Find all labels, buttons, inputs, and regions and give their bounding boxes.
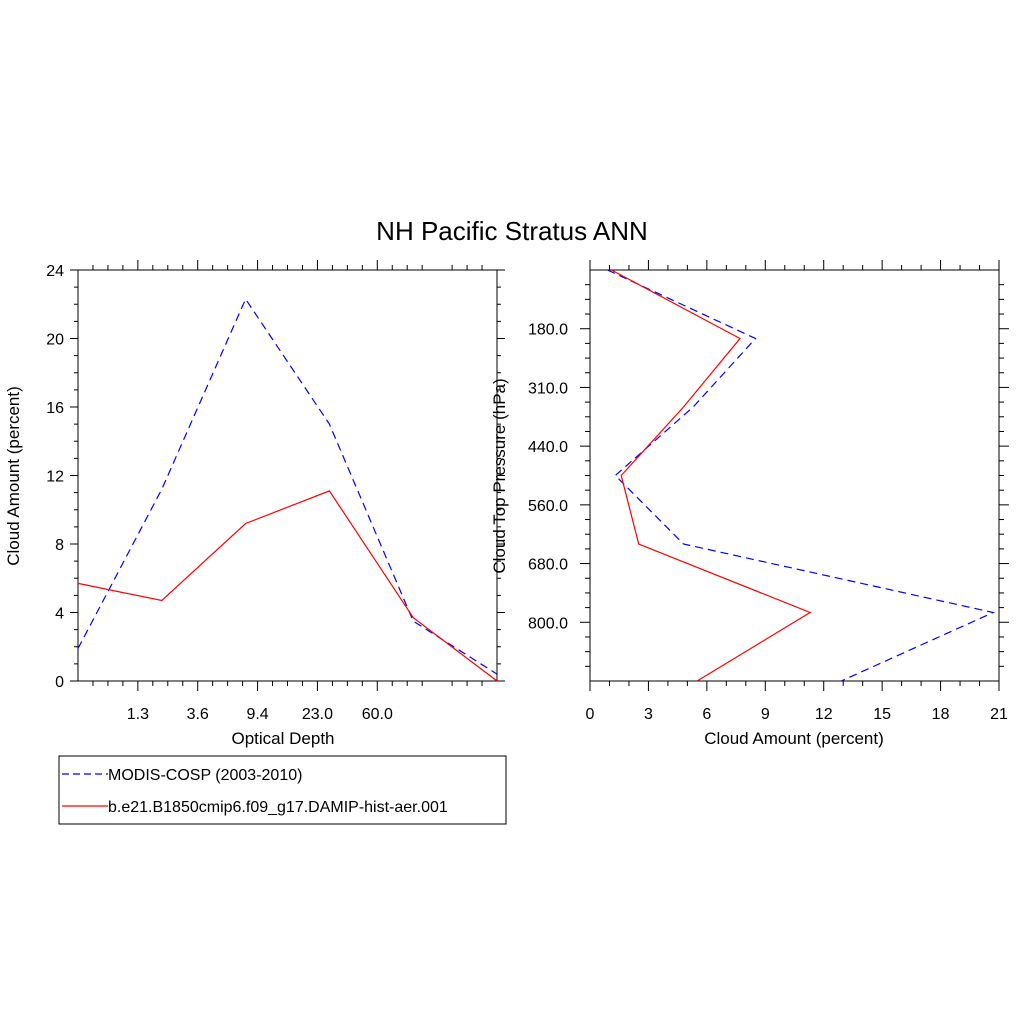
left-y-tick-label: 16 (46, 400, 64, 417)
left-series-modis (77, 297, 498, 675)
right-lines (607, 269, 996, 682)
left-y-tick-label: 20 (46, 332, 64, 349)
right-y-tick-label: 800.0 (528, 615, 568, 632)
right-series-model (611, 269, 812, 682)
legend-label-modis: MODIS-COSP (2003-2010) (108, 767, 302, 784)
right-y-axis-label: Cloud Top Pressure (hPa) (490, 378, 509, 573)
optical-depth-panel: 0 4 8 12 16 20 24 1.3 3.6 9.4 23.0 60.0 Optical Dep… (4, 260, 505, 748)
legend-box (58, 755, 507, 825)
left-x-tick-label: 60.0 (362, 706, 393, 723)
legend: MODIS-COSP (2003-2010) b.e21.B1850cmip6.… (58, 755, 507, 825)
left-x-tick-label: 3.6 (187, 706, 209, 723)
chart-title: NH Pacific Stratus ANN (376, 216, 648, 246)
left-series-model (77, 490, 498, 682)
left-y-tick-label: 4 (55, 606, 64, 623)
right-y-tick-label: 310.0 (528, 380, 568, 397)
left-plot-frame (77, 269, 498, 682)
right-x-axis-label: Cloud Amount (percent) (704, 729, 884, 748)
right-x-tick-label: 21 (990, 706, 1008, 723)
right-ticks: 0 3 6 9 12 15 18 21 180.0 310.0 440.0 560.0 680.0 800… (528, 260, 1009, 723)
right-y-tick-label: 560.0 (528, 498, 568, 515)
left-y-tick-label: 24 (46, 263, 64, 280)
right-x-tick-label: 0 (586, 706, 595, 723)
right-y-tick-label: 680.0 (528, 557, 568, 574)
right-x-tick-label: 18 (932, 706, 950, 723)
right-x-tick-label: 9 (761, 706, 770, 723)
left-x-tick-label: 1.3 (127, 706, 149, 723)
right-x-tick-label: 3 (644, 706, 653, 723)
left-x-axis-label: Optical Depth (232, 729, 335, 748)
right-series-modis (607, 269, 996, 682)
right-y-tick-label: 440.0 (528, 439, 568, 456)
right-x-tick-label: 12 (815, 706, 833, 723)
left-x-tick-label: 23.0 (302, 706, 333, 723)
left-y-tick-label: 8 (55, 537, 64, 554)
left-y-axis-label: Cloud Amount (percent) (4, 386, 23, 566)
right-x-tick-label: 6 (702, 706, 711, 723)
right-y-tick-label: 180.0 (528, 322, 568, 339)
right-plot-frame (589, 269, 1000, 682)
left-x-tick-label: 9.4 (246, 706, 268, 723)
legend-label-model: b.e21.B1850cmip6.f09_g17.DAMIP-hist-aer.… (108, 799, 448, 816)
left-y-tick-label: 12 (46, 469, 64, 486)
left-ticks: 0 4 8 12 16 20 24 1.3 3.6 9.4 23.0 60.0 (46, 260, 505, 723)
cloud-top-pressure-panel: 0 3 6 9 12 15 18 21 180.0 310.0 440.0 560.0 680.0 800… (490, 260, 1009, 748)
left-y-tick-label: 0 (55, 674, 64, 691)
right-x-tick-label: 15 (873, 706, 891, 723)
left-lines (77, 297, 498, 682)
